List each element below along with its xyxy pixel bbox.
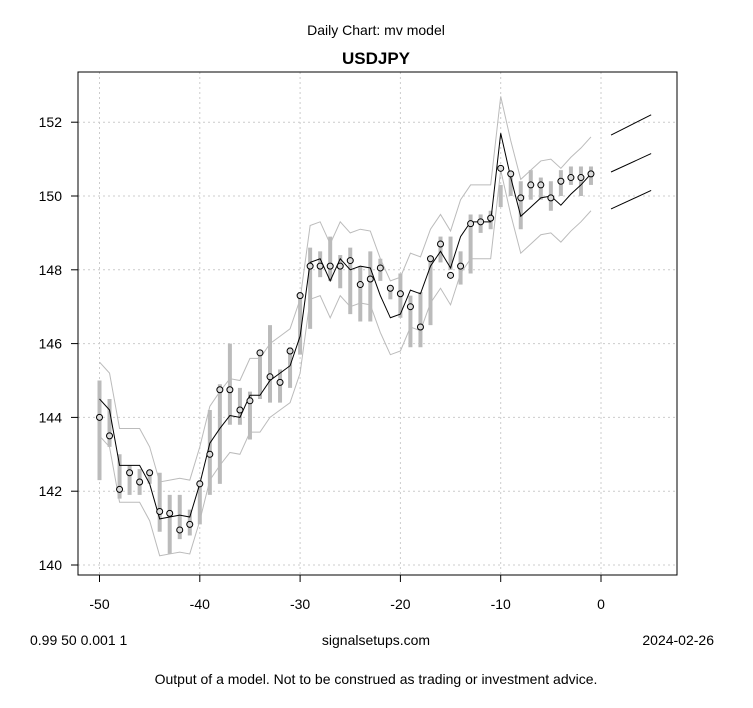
close-point bbox=[116, 485, 124, 493]
y-tick-label: 140 bbox=[39, 557, 63, 573]
close-point bbox=[346, 257, 354, 265]
lower-band bbox=[99, 170, 592, 557]
x-tick-label: -20 bbox=[390, 596, 410, 612]
close-point bbox=[96, 413, 103, 421]
close-point bbox=[467, 220, 475, 228]
model-line bbox=[99, 133, 592, 520]
x-tick-label: -40 bbox=[190, 596, 210, 612]
close-point bbox=[477, 218, 485, 226]
close-point bbox=[226, 386, 234, 394]
close-point bbox=[437, 240, 445, 248]
chart-title: USDJPY bbox=[342, 49, 411, 68]
close-point bbox=[487, 214, 495, 222]
y-tick-label: 146 bbox=[39, 336, 63, 352]
y-tick-label: 144 bbox=[39, 409, 63, 425]
close-point bbox=[236, 406, 244, 414]
y-tick-label: 152 bbox=[39, 114, 63, 130]
footer-disclaimer: Output of a model. Not to be construed a… bbox=[155, 671, 598, 687]
close-point bbox=[216, 386, 224, 394]
close-point bbox=[497, 164, 505, 172]
x-tick-label: -50 bbox=[89, 596, 109, 612]
close-point bbox=[306, 262, 314, 270]
close-point bbox=[266, 373, 274, 381]
footer-params: 0.99 50 0.001 1 bbox=[30, 632, 128, 648]
close-point bbox=[186, 520, 194, 528]
x-tick-label: 0 bbox=[597, 596, 605, 612]
forecast-upper bbox=[610, 114, 652, 136]
close-point bbox=[206, 450, 214, 458]
x-tick-label: -30 bbox=[290, 596, 310, 612]
close-point bbox=[587, 170, 595, 178]
close-point bbox=[356, 281, 364, 289]
footer-date: 2024-02-26 bbox=[642, 632, 714, 648]
close-point bbox=[376, 264, 384, 272]
close-point bbox=[156, 507, 164, 515]
close-point bbox=[527, 181, 535, 189]
x-tick-label: -10 bbox=[491, 596, 511, 612]
footer-site: signalsetups.com bbox=[322, 632, 430, 648]
close-point bbox=[447, 271, 455, 279]
close-point bbox=[166, 509, 174, 517]
chart-subtitle: Daily Chart: mv model bbox=[307, 22, 445, 38]
close-point bbox=[316, 262, 324, 270]
close-point bbox=[386, 284, 394, 292]
close-point bbox=[136, 478, 144, 486]
upper-band bbox=[99, 96, 592, 483]
close-point bbox=[296, 292, 304, 300]
close-point bbox=[457, 262, 465, 270]
close-point bbox=[557, 177, 565, 185]
close-point bbox=[126, 469, 134, 477]
y-tick-label: 148 bbox=[39, 262, 63, 278]
close-point bbox=[406, 303, 414, 311]
close-point bbox=[537, 181, 545, 189]
close-point bbox=[567, 174, 575, 182]
close-point bbox=[106, 432, 114, 440]
close-point bbox=[176, 526, 184, 534]
close-point bbox=[196, 480, 204, 488]
forecast-lower bbox=[610, 190, 652, 210]
close-point bbox=[577, 174, 585, 182]
close-point bbox=[366, 275, 374, 283]
close-point bbox=[547, 194, 555, 202]
y-tick-label: 150 bbox=[39, 188, 63, 204]
close-point bbox=[336, 262, 344, 270]
close-point bbox=[507, 170, 515, 178]
close-point bbox=[517, 194, 525, 202]
close-point bbox=[326, 262, 334, 270]
close-point bbox=[256, 349, 264, 357]
close-point bbox=[426, 255, 434, 263]
close-point bbox=[146, 469, 154, 477]
close-point bbox=[396, 290, 404, 298]
y-tick-label: 142 bbox=[39, 483, 63, 499]
forecast-mid bbox=[610, 153, 652, 173]
close-point bbox=[276, 378, 284, 386]
close-point bbox=[416, 323, 424, 331]
close-point bbox=[286, 347, 294, 355]
close-point bbox=[246, 397, 254, 405]
plot-frame bbox=[77, 71, 678, 576]
